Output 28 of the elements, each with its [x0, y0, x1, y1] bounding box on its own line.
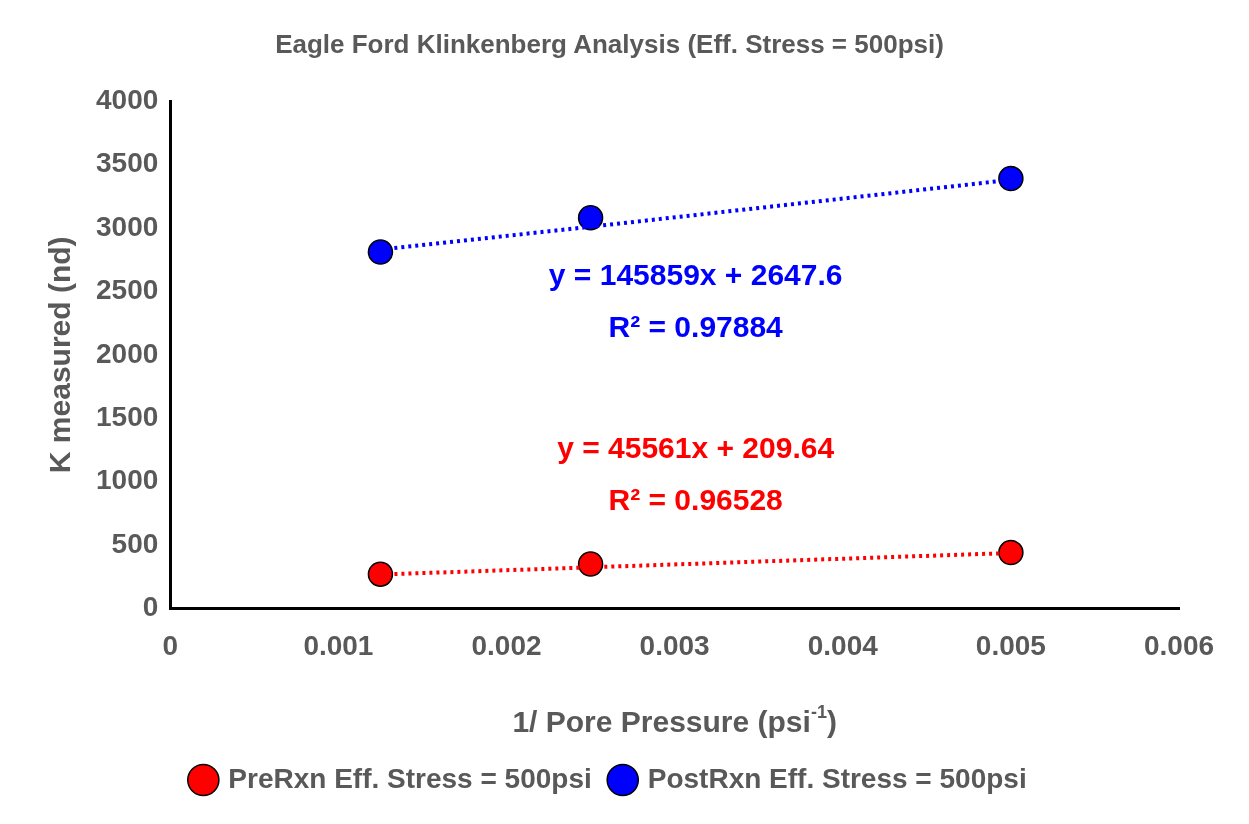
y-axis-title: K measured (nd) — [43, 236, 77, 474]
legend-label: PostRxn Eff. Stress = 500psi — [647, 762, 1027, 794]
point — [998, 539, 1024, 566]
point — [367, 561, 394, 587]
x-tick-label: 0.005 — [975, 629, 1046, 661]
chart-title: Eagle Ford Klinkenberg Analysis (Eff. Stress = 500psi) — [275, 28, 944, 59]
point — [998, 165, 1024, 192]
y-tick-label: 1000 — [95, 464, 159, 496]
y-tick-label: 2000 — [95, 337, 159, 369]
y-tick-label: 1500 — [95, 400, 159, 432]
y-tick-label: 3500 — [95, 147, 159, 179]
y-tick-label: 0 — [142, 591, 159, 623]
series-label: y = 145859x + 2647.6 R² = 0.97884 — [548, 257, 843, 343]
x-tick-label: 0.002 — [471, 629, 542, 661]
y-tick-label: 2500 — [95, 274, 159, 306]
x-tick-label: 0 — [162, 629, 179, 661]
point — [577, 205, 604, 231]
y-tick-label: 3000 — [95, 210, 159, 242]
y-tick-label: 500 — [111, 527, 159, 559]
y-tick-label: 4000 — [95, 83, 159, 115]
point — [577, 551, 604, 577]
x-tick-label: 0.003 — [639, 629, 710, 661]
point — [367, 239, 394, 265]
x-tick-label: 0.001 — [303, 629, 374, 661]
legend-label: PreRxn Eff. Stress = 500psi — [228, 762, 592, 794]
x-tick-label: 0.004 — [807, 629, 879, 661]
series-label: y = 45561x + 209.64 R² = 0.96528 — [557, 431, 835, 517]
x-tick-label: 0.006 — [1143, 629, 1215, 661]
